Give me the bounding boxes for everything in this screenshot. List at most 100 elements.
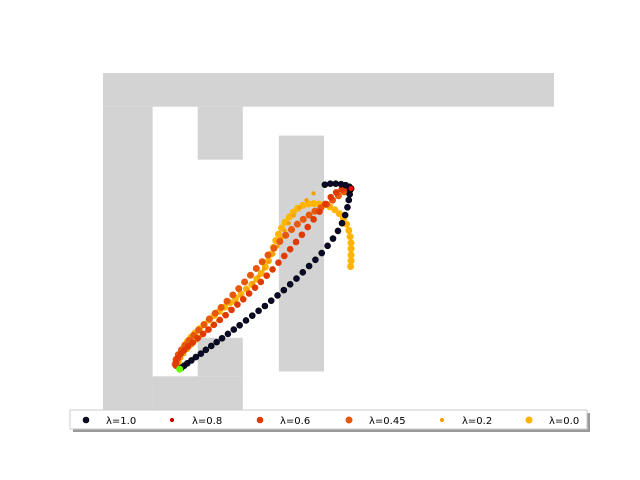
point — [304, 197, 309, 203]
point — [298, 231, 306, 239]
point — [332, 189, 340, 196]
point — [291, 213, 296, 218]
legend-entry: λ=0.0 — [525, 416, 579, 427]
point — [228, 306, 235, 314]
point — [180, 347, 188, 354]
legend-entry: λ=0.8 — [169, 416, 222, 427]
point — [286, 281, 294, 288]
point — [224, 330, 232, 338]
legend-marker — [169, 417, 175, 423]
point — [305, 211, 313, 219]
point — [261, 302, 269, 310]
point — [239, 295, 247, 303]
point — [327, 193, 335, 201]
point — [261, 266, 267, 272]
legend-label: λ=0.2 — [462, 416, 492, 427]
point — [292, 238, 300, 246]
point — [202, 346, 210, 354]
legend-marker — [82, 416, 90, 424]
point — [341, 211, 349, 219]
legend-label: λ=0.45 — [369, 416, 406, 427]
point — [282, 231, 290, 239]
point — [293, 220, 301, 228]
obstacle-layer — [103, 73, 554, 410]
legend: λ=1.0 λ=0.8 λ=0.6 λ=0.45 λ=0.2 λ=0.0 — [69, 409, 590, 432]
point — [235, 285, 243, 293]
point — [257, 278, 265, 286]
point — [318, 249, 326, 257]
point — [293, 275, 300, 282]
obstacle-upper-center-block — [197, 106, 243, 160]
point — [346, 233, 354, 241]
point — [297, 205, 302, 210]
legend-label: λ=1.0 — [106, 416, 136, 427]
point — [248, 312, 256, 319]
point — [223, 297, 231, 305]
point — [311, 191, 316, 196]
point — [329, 235, 337, 242]
point — [194, 334, 202, 342]
point — [213, 338, 220, 346]
point — [266, 259, 272, 264]
point — [192, 353, 200, 361]
point — [305, 262, 313, 270]
point — [338, 219, 346, 227]
endpoint-markers — [176, 186, 354, 373]
point — [322, 200, 329, 208]
point — [200, 321, 208, 329]
legend-entry: λ=0.45 — [345, 416, 406, 427]
point — [222, 311, 229, 319]
point — [344, 204, 351, 211]
point — [264, 251, 272, 259]
point — [347, 245, 355, 253]
point — [347, 257, 355, 265]
point — [245, 290, 253, 297]
point — [270, 244, 278, 252]
point — [327, 180, 334, 188]
point — [263, 272, 271, 279]
point — [236, 321, 243, 329]
start-marker — [176, 365, 184, 373]
point — [276, 238, 284, 246]
point — [218, 334, 226, 342]
point — [188, 357, 195, 364]
point — [345, 226, 353, 234]
legend-entry: λ=0.6 — [256, 416, 310, 427]
legend-frame — [69, 409, 588, 430]
obstacle-outer-top-band — [103, 73, 554, 107]
legend-marker — [525, 416, 533, 424]
point — [217, 303, 225, 311]
point — [210, 321, 218, 329]
legend-marker — [256, 416, 264, 424]
point — [274, 292, 281, 299]
legend-label: λ=0.0 — [549, 416, 579, 427]
point — [205, 326, 212, 333]
series-λ=0.6 — [172, 185, 350, 370]
point — [331, 206, 339, 214]
point — [299, 269, 307, 276]
point — [267, 297, 275, 305]
point — [345, 196, 353, 204]
point — [274, 230, 282, 238]
obstacle-lower-left-block — [152, 376, 243, 410]
legend-entry: λ=1.0 — [82, 416, 136, 427]
point — [304, 223, 312, 231]
point — [334, 227, 342, 235]
point — [197, 350, 205, 357]
point — [241, 278, 249, 286]
point — [269, 266, 276, 273]
point — [255, 307, 262, 315]
point — [256, 274, 261, 279]
point — [332, 180, 340, 188]
legend-entry: λ=0.2 — [439, 416, 492, 427]
point — [310, 216, 317, 223]
point — [251, 280, 256, 286]
legend-marker — [345, 416, 353, 424]
point — [252, 264, 260, 272]
legend-marker — [439, 417, 445, 423]
point — [258, 258, 266, 266]
point — [229, 291, 237, 299]
point — [195, 326, 203, 334]
point — [242, 317, 250, 324]
